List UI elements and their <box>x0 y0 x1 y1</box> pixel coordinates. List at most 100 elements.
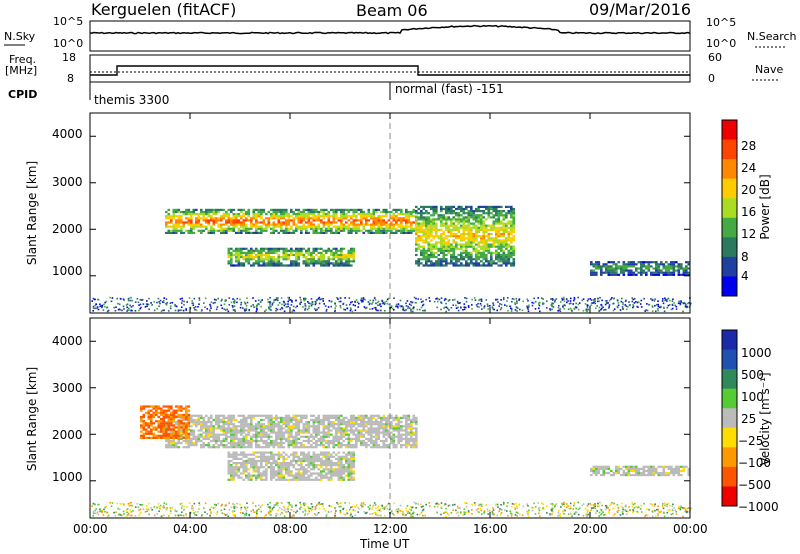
power-cell <box>687 267 691 270</box>
power-cell <box>607 302 609 304</box>
power-cell <box>322 249 326 252</box>
power-cell <box>159 299 162 302</box>
velocity-cell <box>225 416 228 419</box>
velocity-cell <box>207 418 211 422</box>
power-cell <box>320 210 323 214</box>
power-cell <box>325 260 328 263</box>
power-cell <box>422 245 426 248</box>
power-cell <box>386 302 389 305</box>
power-cell <box>507 233 511 236</box>
velocity-cell <box>317 423 321 426</box>
power-cell <box>172 215 176 218</box>
power-cell <box>405 225 408 228</box>
power-cell <box>165 225 168 228</box>
power-cell <box>327 264 331 267</box>
velocity-cell <box>300 478 303 481</box>
power-cell <box>490 216 493 219</box>
velocity-cell <box>277 464 281 467</box>
power-cell <box>352 258 356 261</box>
velocity-cell <box>195 437 198 440</box>
velocity-cell <box>180 425 183 428</box>
power-cell <box>617 273 621 276</box>
velocity-cell <box>325 439 328 443</box>
power-cell <box>225 223 228 226</box>
power-cell <box>440 207 443 211</box>
velocity-cell <box>237 476 241 479</box>
power-cell <box>477 207 481 211</box>
power-cell <box>592 269 596 272</box>
power-cell <box>377 309 379 312</box>
power-cell <box>686 305 689 308</box>
power-cell <box>425 256 428 259</box>
velocity-cell <box>345 423 348 426</box>
velocity-cell <box>170 418 173 421</box>
velocity-cell <box>347 439 351 443</box>
power-cell <box>624 300 627 303</box>
power-cell <box>335 231 338 234</box>
power-cell <box>492 308 495 311</box>
power-cell <box>427 216 431 219</box>
velocity-cell <box>337 435 341 438</box>
power-cell <box>507 309 509 312</box>
power-cell <box>270 264 273 267</box>
power-cell <box>232 208 236 211</box>
power-cell <box>470 262 473 265</box>
power-cell <box>465 224 468 227</box>
power-cell <box>505 212 508 215</box>
velocity-cell <box>185 432 188 435</box>
power-cell <box>377 221 381 224</box>
station-title: Kerguelen (fitACF) <box>91 0 237 19</box>
power-cell <box>380 215 383 218</box>
power-cell <box>417 228 421 231</box>
velocity-cell <box>145 432 148 435</box>
velocity-cell <box>397 435 401 438</box>
velocity-cell <box>250 446 253 449</box>
velocity-cell <box>270 470 273 473</box>
power-cell <box>660 271 663 274</box>
velocity-cell <box>265 470 268 473</box>
velocity-cell <box>297 421 301 424</box>
power-cell <box>492 224 496 227</box>
power-cell <box>447 262 451 265</box>
power-cell <box>295 264 298 267</box>
velocity-cell <box>172 430 176 433</box>
power-cell <box>175 210 178 214</box>
velocity-cell <box>342 439 346 443</box>
power-cell <box>422 247 426 250</box>
power-cell <box>516 300 518 303</box>
velocity-cell <box>300 468 303 471</box>
velocity-cell <box>390 427 393 430</box>
power-cell <box>485 260 488 263</box>
velocity-cell <box>310 468 313 471</box>
velocity-cell <box>327 418 331 422</box>
power-cell <box>299 302 301 305</box>
power-cell <box>225 231 228 234</box>
power-cell <box>335 253 338 257</box>
velocity-cell <box>202 437 206 440</box>
power-cell <box>425 212 428 215</box>
velocity-cell <box>252 427 256 430</box>
power-cell <box>296 305 298 307</box>
power-cell <box>142 303 145 305</box>
power-cell <box>482 249 486 252</box>
velocity-cell <box>305 427 308 430</box>
velocity-cell <box>357 435 361 438</box>
power-cell <box>502 224 506 227</box>
power-cell <box>322 208 326 211</box>
power-cell <box>387 223 391 226</box>
power-cell <box>497 260 501 263</box>
velocity-cell <box>382 439 386 443</box>
power-cell <box>442 260 446 263</box>
velocity-cell <box>405 418 408 422</box>
velocity-cell <box>372 442 376 445</box>
velocity-cell <box>372 421 376 424</box>
power-cell <box>425 235 428 238</box>
power-cell <box>455 224 458 227</box>
velocity-cell <box>262 418 266 422</box>
power-cell <box>463 303 466 305</box>
power-cell <box>350 256 353 259</box>
power-cell <box>205 208 208 211</box>
power-cell <box>262 260 266 263</box>
velocity-cell <box>370 427 373 430</box>
power-cell <box>277 219 281 222</box>
